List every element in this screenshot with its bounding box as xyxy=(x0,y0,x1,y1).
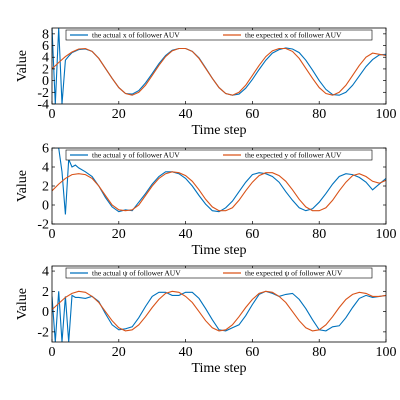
x-axis-label: Time step xyxy=(191,123,246,138)
x-tick-label: 0 xyxy=(49,345,56,360)
y-tick-label: 4 xyxy=(42,265,49,280)
y-tick-label: 2 xyxy=(42,285,49,300)
legend-entry: the expected y of follower AUV xyxy=(245,151,342,160)
y-axis-label: Value xyxy=(15,50,30,82)
y-tick-label: 8 xyxy=(42,27,49,42)
x-tick-label: 60 xyxy=(245,345,259,360)
x-tick-label: 0 xyxy=(49,227,56,242)
x-tick-label: 60 xyxy=(245,227,259,242)
series-line-expected xyxy=(52,47,386,96)
x-tick-label: 60 xyxy=(245,107,259,122)
x-tick-label: 40 xyxy=(179,345,193,360)
x-tick-label: 100 xyxy=(376,227,397,242)
x-tick-label: 20 xyxy=(112,345,126,360)
x-tick-label: 100 xyxy=(376,345,397,360)
x-axis-label: Time step xyxy=(191,361,246,376)
axes-frame xyxy=(51,27,387,105)
y-tick-label: 6 xyxy=(42,39,49,54)
y-tick-label: 0 xyxy=(42,74,49,89)
legend-box xyxy=(65,149,373,161)
x-tick-label: 80 xyxy=(312,227,326,242)
axes-frame xyxy=(51,265,387,343)
x-tick-label: 0 xyxy=(49,107,56,122)
x-axis-label: Time step xyxy=(191,243,246,258)
y-tick-label: 4 xyxy=(42,161,49,176)
y-tick-label: -2 xyxy=(37,86,49,101)
legend-box xyxy=(65,267,373,279)
series-line-actual xyxy=(52,290,386,342)
series-line-expected xyxy=(52,171,386,212)
series-line-actual xyxy=(52,148,386,215)
x-tick-label: 20 xyxy=(112,227,126,242)
series-line-expected xyxy=(52,290,386,332)
y-tick-label: -4 xyxy=(37,98,49,113)
legend-entry: the actual x of follower AUV xyxy=(92,31,180,40)
x-tick-label: 80 xyxy=(312,107,326,122)
legend-box xyxy=(65,29,373,41)
y-tick-label: 2 xyxy=(42,62,49,77)
y-tick-label: -2 xyxy=(37,325,49,340)
legend-entry: the expected ψ of follower AUV xyxy=(245,269,343,278)
x-tick-label: 40 xyxy=(179,107,193,122)
legend-entry: the expected x of follower AUV xyxy=(245,31,342,40)
y-tick-label: 0 xyxy=(42,199,49,214)
x-tick-label: 40 xyxy=(179,227,193,242)
x-tick-label: 80 xyxy=(312,345,326,360)
y-tick-label: -2 xyxy=(37,218,49,233)
legend-entry: the actual y of follower AUV xyxy=(92,151,180,160)
y-tick-label: 4 xyxy=(42,51,49,66)
y-axis-label: Value xyxy=(15,288,30,320)
y-tick-label: 6 xyxy=(42,142,49,157)
x-tick-label: 20 xyxy=(112,107,126,122)
y-tick-label: 0 xyxy=(42,305,49,320)
legend-entry: the actual ψ of follower AUV xyxy=(92,269,181,278)
y-axis-label: Value xyxy=(15,170,30,202)
y-tick-label: 2 xyxy=(42,180,49,195)
x-tick-label: 100 xyxy=(376,107,397,122)
